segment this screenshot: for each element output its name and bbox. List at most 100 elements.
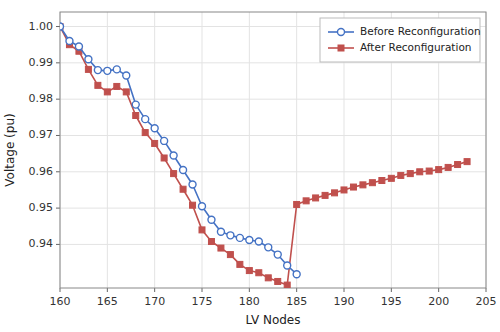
tick-label: 0.99 [29, 56, 54, 69]
series [60, 23, 300, 278]
point [417, 169, 423, 175]
point [246, 268, 252, 274]
legend-box [320, 18, 480, 62]
point [294, 201, 300, 207]
plot-area [60, 23, 470, 288]
series [60, 24, 470, 288]
point [180, 186, 186, 192]
background [0, 0, 500, 332]
point [455, 162, 461, 168]
grid-line [60, 99, 486, 100]
tick [56, 208, 60, 209]
point [388, 175, 394, 181]
tick [391, 288, 392, 292]
point [190, 202, 196, 208]
point [208, 239, 214, 245]
grid-line [249, 12, 250, 288]
point [436, 167, 442, 173]
point [265, 275, 271, 281]
grid-line [60, 135, 486, 136]
grid-line [107, 12, 108, 288]
point [189, 181, 196, 188]
tick [107, 288, 108, 292]
point [218, 245, 224, 251]
point [227, 232, 234, 239]
point [151, 125, 158, 132]
tick-label: 170 [144, 295, 165, 308]
tick [438, 288, 439, 292]
tick [344, 288, 345, 292]
point [445, 164, 451, 170]
grid-line [154, 12, 155, 288]
tick [56, 99, 60, 100]
point [152, 140, 158, 146]
tick-label: 165 [97, 295, 118, 308]
point [256, 270, 262, 276]
tick-label: 0.98 [29, 92, 54, 105]
point [407, 171, 413, 177]
point [104, 67, 111, 74]
series-line [60, 27, 467, 286]
x-axis-label: LV Nodes [246, 313, 301, 327]
point [208, 216, 215, 223]
point [350, 184, 356, 190]
plot-frame [60, 12, 486, 288]
point [161, 155, 167, 161]
tick-label: 0.94 [29, 237, 54, 250]
point [379, 178, 385, 184]
chart: 0.940.950.960.970.980.991.00160165170175… [0, 0, 500, 332]
axes: 0.940.950.960.970.980.991.00160165170175… [29, 12, 497, 308]
point [464, 159, 470, 165]
tick [56, 244, 60, 245]
point [369, 180, 375, 186]
point [255, 238, 262, 245]
point [227, 252, 233, 258]
point [85, 66, 91, 72]
grid-line [60, 244, 486, 245]
tick-label: 0.95 [29, 201, 54, 214]
legend-marker [338, 45, 344, 51]
tick-label: 1.00 [29, 20, 54, 33]
point [180, 166, 187, 173]
legend-label: Before Reconfiguration [360, 25, 481, 37]
tick [486, 288, 487, 292]
point [170, 152, 177, 159]
point [284, 262, 291, 269]
point [265, 244, 272, 251]
tick [202, 288, 203, 292]
tick-label: 190 [334, 295, 355, 308]
point [246, 237, 253, 244]
point [199, 203, 206, 210]
tick-label: 185 [286, 295, 307, 308]
tick-label: 200 [428, 295, 449, 308]
tick-label: 160 [50, 295, 71, 308]
tick-label: 0.97 [29, 128, 54, 141]
point [426, 168, 432, 174]
point [95, 82, 101, 88]
y-axis-label: Voltage (pu) [3, 113, 17, 186]
point [322, 192, 328, 198]
grid-line [296, 12, 297, 288]
tick [296, 288, 297, 292]
tick [56, 26, 60, 27]
point [171, 171, 177, 177]
point [75, 43, 82, 50]
point [123, 72, 130, 79]
point [360, 182, 366, 188]
point [142, 130, 148, 136]
point [161, 137, 168, 144]
point [237, 261, 243, 267]
legend-label: After Reconfiguration [360, 41, 472, 53]
tick [249, 288, 250, 292]
point [113, 66, 120, 73]
grid-line [60, 208, 486, 209]
tick [56, 171, 60, 172]
point [85, 56, 92, 63]
point [274, 251, 281, 258]
point [66, 38, 73, 45]
point [94, 67, 101, 74]
point [236, 234, 243, 241]
point [398, 172, 404, 178]
tick [154, 288, 155, 292]
point [132, 101, 139, 108]
